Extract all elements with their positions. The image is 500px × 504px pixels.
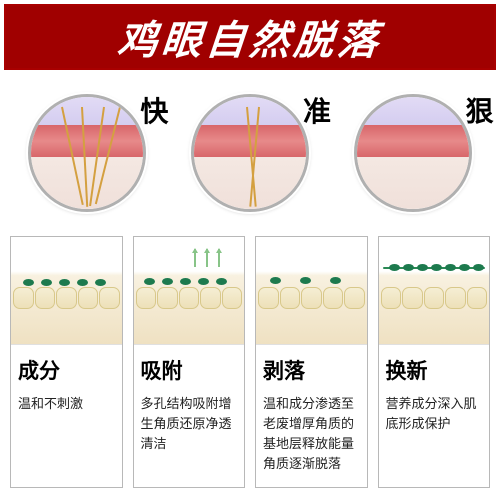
card-absorb: 吸附 多孔结构吸附增生角质还原净透清洁 [133,236,246,488]
skin-diagram-icon [28,94,146,212]
banner-title: 鸡眼自然脱落 [115,8,384,66]
card-title: 成分 [18,355,115,385]
badge-row: 快 准 狠 [0,70,500,230]
diagram-icon [134,237,245,345]
card-ingredient: 成分 温和不刺激 [10,236,123,488]
card-row: 成分 温和不刺激 吸附 多孔结构吸附增生角质还原净透清洁 剥落 温和成分渗透至老… [0,230,500,494]
diagram-icon [379,237,490,345]
badge-label: 准 [303,90,331,130]
card-desc: 营养成分深入肌底形成保护 [386,394,483,434]
badge-label: 狠 [466,90,494,130]
card-title: 换新 [386,355,483,385]
banner: 鸡眼自然脱落 [4,4,496,70]
card-title: 吸附 [141,355,238,385]
card-desc: 温和成分渗透至老废增厚角质的基地层释放能量角质逐渐脱落 [263,394,360,475]
card-title: 剥落 [263,355,360,385]
diagram-icon [11,237,122,345]
diagram-icon [256,237,367,345]
badge-strong: 狠 [354,94,472,212]
card-renew: 换新 营养成分深入肌底形成保护 [378,236,491,488]
skin-diagram-icon [354,94,472,212]
card-desc: 温和不刺激 [18,394,115,414]
badge-fast: 快 [28,94,146,212]
card-desc: 多孔结构吸附增生角质还原净透清洁 [141,394,238,454]
skin-diagram-icon [191,94,309,212]
badge-accurate: 准 [191,94,309,212]
card-peel: 剥落 温和成分渗透至老废增厚角质的基地层释放能量角质逐渐脱落 [255,236,368,488]
badge-label: 快 [140,90,168,130]
